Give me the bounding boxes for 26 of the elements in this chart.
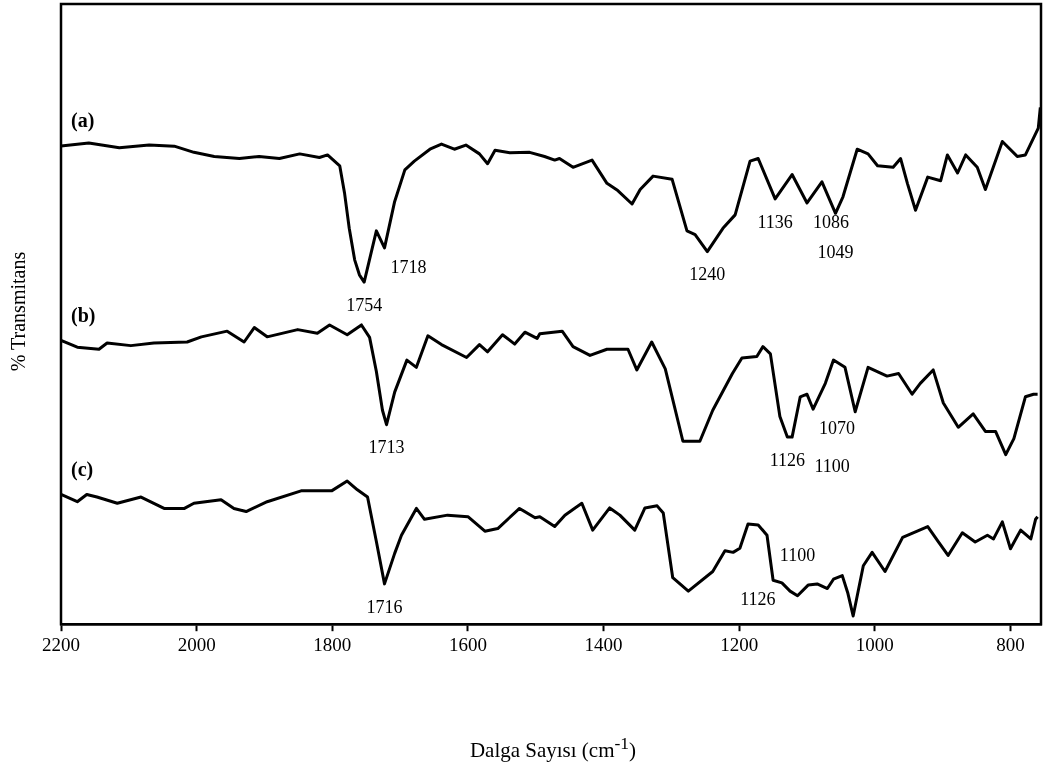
annotation: 1716 xyxy=(366,596,403,617)
annotation: 1754 xyxy=(346,294,383,315)
annotation: 1070 xyxy=(819,417,856,438)
annotation: 1100 xyxy=(814,455,850,476)
x-tick-label: 2000 xyxy=(177,633,216,655)
annotation: 1718 xyxy=(390,256,427,277)
annotation: 1126 xyxy=(740,589,776,609)
series-label: (a) xyxy=(71,109,95,133)
x-tick-label: 1200 xyxy=(720,633,759,655)
annotation: 1086 xyxy=(813,211,850,232)
annotation: 1713 xyxy=(368,437,405,458)
annotation: 1100 xyxy=(779,544,816,565)
x-tick-label: 2200 xyxy=(42,633,80,655)
annotation: 1136 xyxy=(757,211,793,232)
x-axis-title: Dalga Sayısı (cm$^{-1}$) xyxy=(468,733,638,763)
series-label: (c) xyxy=(71,457,94,481)
x-tick-label: 1800 xyxy=(313,633,352,655)
y-axis-title: % Transmitans xyxy=(6,250,30,374)
x-tick-label: 800 xyxy=(996,633,1025,655)
annotation: 1240 xyxy=(689,264,726,285)
x-tick-label: 1400 xyxy=(584,633,623,655)
annotation: 1049 xyxy=(817,242,854,263)
series-label: (b) xyxy=(71,303,96,327)
annotation: 1126 xyxy=(769,449,806,470)
x-tick-label: 1000 xyxy=(855,633,894,655)
x-tick-label: 1600 xyxy=(448,633,487,655)
